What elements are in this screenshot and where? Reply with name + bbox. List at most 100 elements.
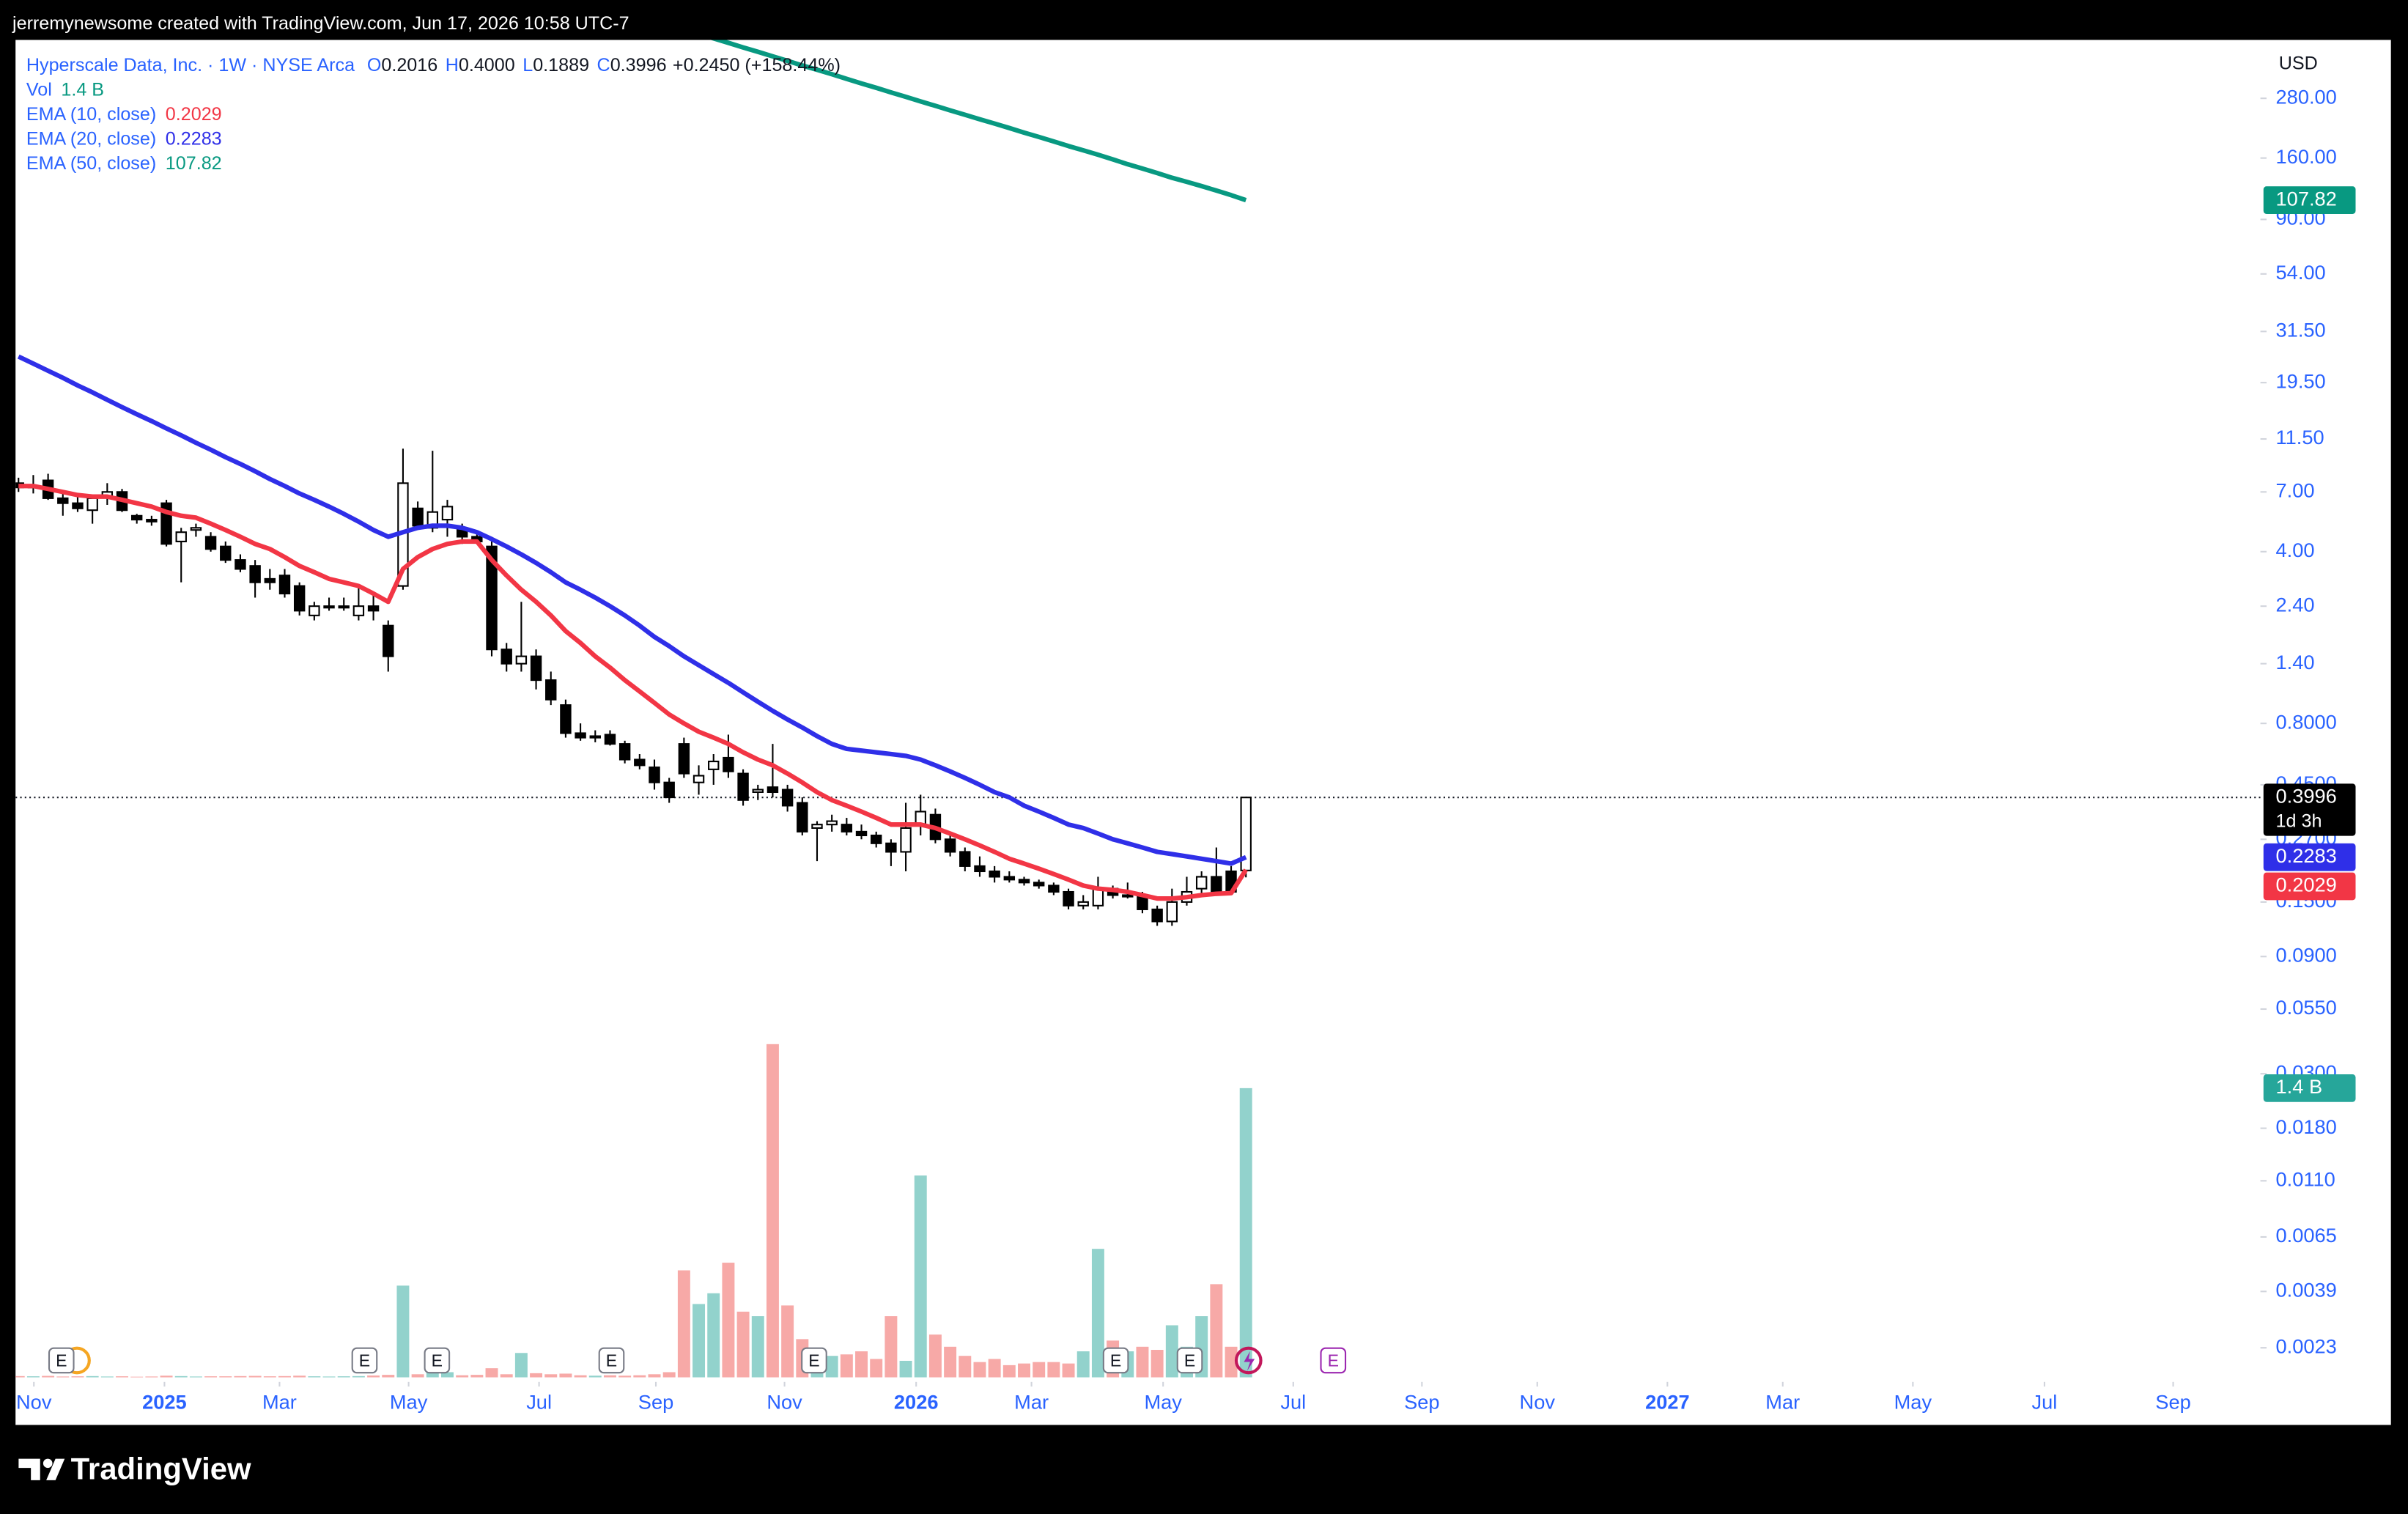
candle-body — [649, 767, 660, 783]
volume-bar — [470, 1375, 484, 1378]
volume-bar — [825, 1356, 838, 1378]
y-tick-label: 19.50 — [2276, 369, 2326, 392]
volume-bar — [766, 1044, 779, 1378]
ohlc-letter: L — [522, 55, 533, 75]
candle-body — [575, 732, 586, 739]
candle-body — [383, 624, 394, 657]
event-marker — [1320, 1347, 1347, 1374]
volume-bar — [707, 1293, 720, 1378]
volume-bar — [308, 1376, 321, 1378]
event-label: E — [1328, 1351, 1339, 1370]
candle-body — [1122, 894, 1134, 898]
price-badge — [2263, 843, 2356, 871]
candle-body — [204, 536, 217, 550]
candle-body — [72, 502, 84, 509]
y-tick-label: 0.0039 — [2276, 1278, 2337, 1301]
volume-bar — [56, 1376, 70, 1378]
candle-body — [264, 577, 276, 583]
x-tick-label: Nov — [767, 1390, 802, 1413]
candle-body — [441, 506, 454, 521]
candle-body — [309, 605, 320, 616]
volume-bar — [693, 1304, 706, 1378]
x-tick-label: Sep — [2155, 1390, 2190, 1413]
candle-body — [797, 802, 808, 832]
x-tick-label: 2026 — [894, 1390, 939, 1413]
ohlc-letter: H — [446, 55, 459, 75]
event-marker — [48, 1347, 75, 1374]
volume-bar — [15, 1375, 25, 1378]
logo-mark — [18, 1458, 65, 1480]
event-label: E — [56, 1351, 67, 1370]
ema-line — [710, 40, 1247, 203]
candle-body — [86, 497, 98, 512]
ohlc-value: 0.2016 — [381, 55, 437, 75]
attribution: jerremynewsome created with TradingView.… — [12, 13, 629, 34]
x-tick-label: Nov — [16, 1390, 52, 1413]
volume-bar — [603, 1375, 616, 1378]
candle-body — [885, 842, 897, 853]
candle-body — [515, 655, 528, 665]
volume-bar — [928, 1334, 942, 1378]
chart-panel — [15, 40, 2391, 1425]
y-tick-label: 0.0550 — [2276, 996, 2337, 1019]
y-tick-label: 0.8000 — [2276, 710, 2337, 733]
event-marker — [598, 1347, 625, 1374]
volume-bar — [677, 1270, 690, 1378]
x-tick-label: Mar — [1014, 1390, 1049, 1413]
price-badge-label: 0.3996 — [2276, 784, 2337, 807]
x-tick-label: Jul — [2032, 1390, 2058, 1413]
volume-bar — [544, 1374, 558, 1378]
symbol-line: Hyperscale Data, Inc. · 1W · NYSE Arca — [26, 55, 355, 75]
volume-bar — [174, 1375, 188, 1378]
candle-body — [737, 772, 749, 801]
x-tick-label: Jul — [526, 1390, 552, 1413]
candle-body — [604, 734, 616, 745]
y-tick-label: 2.40 — [2276, 593, 2315, 616]
change: +0.2450 (+158.44%) — [673, 55, 841, 75]
volume-bar — [263, 1376, 276, 1378]
volume-bar — [840, 1354, 853, 1378]
x-tick-label: Mar — [262, 1390, 297, 1413]
candle-body — [278, 575, 291, 595]
legend-line: Vol 1.4 B — [26, 79, 104, 100]
ema-name: EMA (20, close) — [26, 128, 156, 149]
ema-name: EMA (50, close) — [26, 153, 156, 174]
y-tick-label: 0.0180 — [2276, 1115, 2337, 1138]
volume-bar — [1047, 1362, 1060, 1378]
volume-bar — [662, 1372, 676, 1378]
x-tick-label: Nov — [1520, 1390, 1556, 1413]
volume-bar — [337, 1376, 350, 1378]
candle-body — [190, 527, 202, 531]
volume-bar — [973, 1362, 986, 1378]
y-tick-label: 11.50 — [2276, 426, 2324, 448]
event-label: E — [1184, 1351, 1195, 1370]
volume-bar — [1165, 1325, 1178, 1378]
candle-body — [959, 851, 971, 867]
volume-bar — [870, 1359, 883, 1378]
volume-bar — [1239, 1088, 1252, 1378]
event-label: E — [359, 1351, 370, 1370]
volume-bar — [352, 1375, 365, 1378]
ohlc-value: 0.4000 — [459, 55, 515, 75]
y-tick-label: 7.00 — [2276, 479, 2315, 501]
volume-bar — [426, 1371, 439, 1378]
x-tick-label: Sep — [638, 1390, 673, 1413]
volume-bar — [130, 1376, 144, 1378]
y-tick-label: 31.50 — [2276, 318, 2326, 341]
volume-bar — [1076, 1351, 1090, 1378]
price-badge-label: 1.4 B — [2276, 1075, 2323, 1098]
volume-bar — [1091, 1249, 1104, 1378]
volume-bar — [559, 1373, 572, 1378]
candle-body — [412, 507, 424, 527]
ema-line — [17, 354, 1247, 866]
volume-bar — [71, 1376, 84, 1378]
candle-body — [1195, 876, 1208, 890]
volume-bar — [514, 1353, 528, 1378]
volume-bar — [411, 1374, 424, 1378]
volume-bar — [988, 1359, 1001, 1378]
legend-line: EMA (10, close) 0.2029 — [26, 104, 222, 125]
volume-bar — [914, 1175, 927, 1378]
ohlc-letter: C — [597, 55, 610, 75]
ema-value: 0.2029 — [166, 104, 222, 125]
